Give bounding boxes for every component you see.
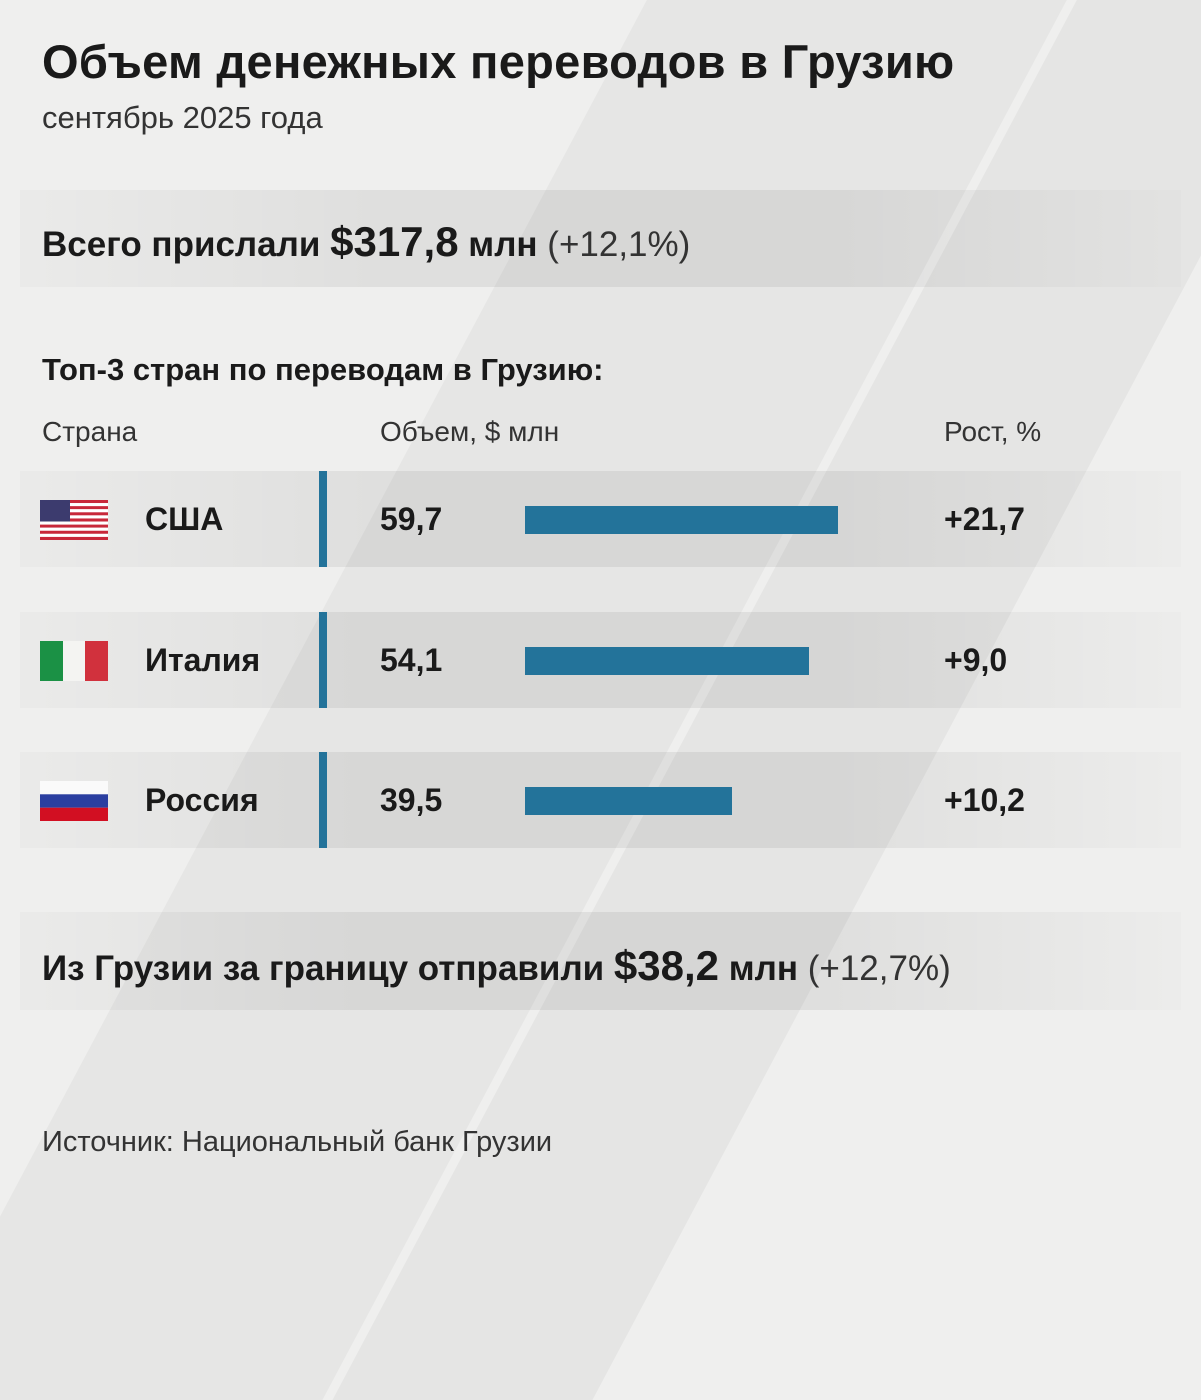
country-name: США [145,501,224,537]
subtitle: сентябрь 2025 года [42,100,323,135]
column-header-volume: Объем, $ млн [380,416,560,447]
section-title: Топ-3 стран по переводам в Грузию: [42,352,604,387]
outflow-change: (+12,7%) [807,949,951,988]
table-row: США 59,7 +21,7 [0,471,1201,567]
volume-value: 59,7 [380,501,443,537]
us-flag-icon [40,500,108,540]
bar-1 [525,647,809,675]
table-row: Россия 39,5 +10,2 [0,752,1201,848]
outflow-summary: Из Грузии за границу отправили $38,2 млн… [42,942,951,990]
country-name: Россия [145,782,259,818]
row-divider [319,752,327,848]
outflow-unit: млн [719,949,808,988]
bar-0 [525,506,838,534]
total-unit: млн [458,225,548,264]
total-band [20,190,1181,287]
page-title: Объем денежных переводов в Грузию [42,35,955,88]
total-amount: $317,8 [330,218,459,265]
italy-flag-icon [40,641,108,681]
outflow-amount: $38,2 [613,942,720,989]
country-name: Италия [145,642,261,678]
total-change: (+12,1%) [547,225,691,264]
growth-value: +21,7 [944,501,1025,537]
russia-flag-icon [40,781,108,821]
column-header-country: Страна [42,416,138,447]
total-prefix: Всего прислали [42,225,331,264]
source-note: Источник: Национальный банк Грузии [42,1126,553,1158]
column-header-growth: Рост, % [944,416,1042,447]
outflow-band [20,912,1181,1010]
total-summary: Всего прислали $317,8 млн (+12,1%) [42,218,690,266]
growth-value: +10,2 [944,782,1025,818]
row-divider [319,471,327,567]
table-row: Италия 54,1 +9,0 [0,612,1201,708]
outflow-prefix: Из Грузии за границу отправили [42,949,614,988]
volume-value: 39,5 [380,782,443,818]
bar-2 [525,787,733,815]
volume-value: 54,1 [380,642,443,678]
row-divider [319,612,327,708]
growth-value: +9,0 [944,642,1008,678]
